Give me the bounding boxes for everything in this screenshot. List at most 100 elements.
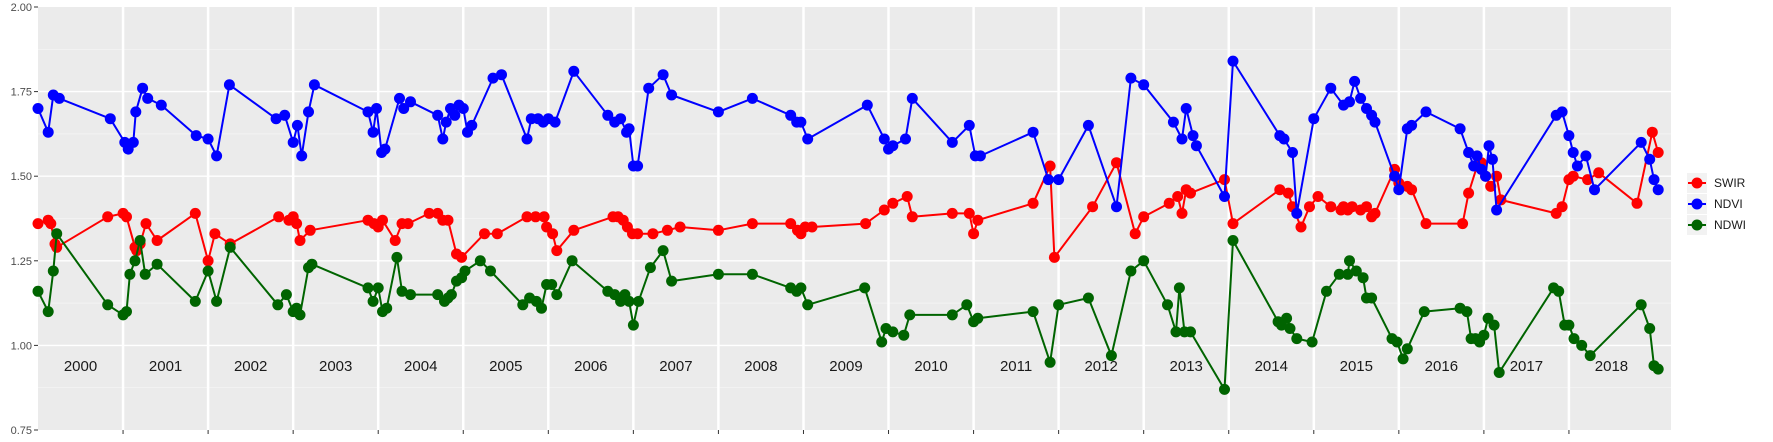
- data-point-ndvi: [1567, 147, 1579, 158]
- data-point-ndwi: [876, 336, 888, 348]
- year-label: 2003: [319, 358, 352, 375]
- data-point-ndvi: [270, 113, 282, 125]
- data-point-ndvi: [1571, 160, 1583, 172]
- data-point-ndwi: [1333, 268, 1345, 280]
- data-point-ndvi: [367, 126, 379, 138]
- data-point-ndwi: [551, 289, 563, 301]
- data-point-ndvi: [457, 103, 469, 114]
- data-point-swir: [402, 218, 414, 230]
- data-point-swir: [273, 211, 285, 223]
- data-point-swir: [1406, 184, 1418, 196]
- data-point-swir: [1219, 174, 1230, 186]
- data-point-swir: [547, 228, 559, 240]
- year-label: 2006: [574, 358, 607, 375]
- data-point-ndwi: [1635, 299, 1647, 311]
- data-point-ndwi: [1306, 336, 1318, 348]
- data-point-ndvi: [1227, 55, 1239, 67]
- data-point-ndwi: [272, 299, 284, 311]
- data-point-swir: [291, 218, 303, 230]
- data-point-swir: [377, 214, 388, 226]
- data-point-ndwi: [224, 241, 236, 253]
- data-point-ndvi: [623, 123, 635, 135]
- data-point-ndvi: [487, 72, 499, 84]
- data-point-swir: [1457, 218, 1469, 230]
- series-ndwi: [32, 228, 1664, 395]
- data-point-swir: [51, 241, 63, 253]
- data-point-swir: [102, 211, 114, 223]
- year-label: 2014: [1255, 358, 1288, 375]
- data-point-ndvi: [279, 109, 291, 121]
- year-label: 2001: [149, 358, 182, 375]
- y-tick-label: 0.75: [11, 425, 32, 437]
- data-point-swir: [860, 218, 872, 230]
- data-point-ndvi: [1308, 113, 1320, 125]
- data-point-swir: [1282, 187, 1294, 199]
- data-point-swir: [32, 218, 44, 230]
- data-point-swir: [479, 228, 490, 240]
- data-point-swir: [785, 218, 797, 230]
- data-point-ndwi: [372, 282, 384, 294]
- data-point-ndvi: [887, 140, 899, 152]
- data-point-ndvi: [394, 92, 405, 104]
- data-point-ndvi: [1486, 153, 1498, 165]
- data-point-ndvi: [437, 133, 449, 145]
- data-point-ndvi: [1644, 153, 1656, 165]
- data-point-swir: [1646, 126, 1658, 138]
- data-point-ndvi: [137, 82, 149, 94]
- data-point-ndwi: [445, 289, 457, 301]
- data-point-swir: [632, 228, 644, 240]
- data-point-ndwi: [134, 235, 146, 246]
- data-point-swir: [1325, 201, 1337, 213]
- data-point-ndvi: [1278, 133, 1290, 145]
- data-point-ndwi: [802, 299, 814, 311]
- y-tick-label: 1.25: [11, 256, 32, 268]
- data-point-swir: [1463, 187, 1475, 199]
- data-point-swir: [1295, 221, 1307, 233]
- data-point-swir: [151, 235, 163, 246]
- data-point-ndwi: [42, 306, 54, 318]
- data-point-ndvi: [449, 109, 461, 121]
- data-point-swir: [1346, 201, 1358, 213]
- data-point-swir: [712, 224, 724, 236]
- data-point-ndvi: [1344, 96, 1355, 108]
- data-point-ndwi: [1138, 255, 1150, 267]
- year-label: 2000: [64, 358, 97, 375]
- data-point-ndvi: [155, 99, 167, 111]
- data-point-ndwi: [474, 255, 486, 267]
- data-point-swir: [202, 255, 214, 267]
- data-point-ndvi: [974, 150, 986, 162]
- data-point-ndvi: [1042, 174, 1054, 186]
- data-point-swir: [1420, 218, 1432, 230]
- year-label: 2009: [829, 358, 862, 375]
- data-point-ndvi: [142, 92, 154, 104]
- data-point-ndwi: [795, 282, 807, 294]
- data-point-swir: [209, 228, 221, 240]
- data-point-ndwi: [1170, 326, 1182, 338]
- data-point-ndwi: [151, 258, 163, 270]
- data-point-ndvi: [878, 133, 890, 145]
- legend-item-swir: SWIR: [1687, 173, 1746, 193]
- data-point-ndwi: [1478, 329, 1490, 341]
- data-point-ndwi: [211, 295, 223, 307]
- data-point-ndvi: [666, 89, 678, 101]
- data-point-ndwi: [381, 302, 393, 314]
- data-point-ndvi: [405, 96, 416, 108]
- data-point-swir: [906, 211, 918, 223]
- data-point-swir: [1087, 201, 1099, 213]
- data-point-ndwi: [712, 268, 724, 280]
- data-point-ndvi: [861, 99, 873, 111]
- data-point-ndvi: [303, 106, 314, 118]
- data-point-swir: [1556, 201, 1568, 213]
- data-point-ndwi: [121, 306, 132, 318]
- data-point-ndwi: [306, 258, 318, 270]
- data-point-ndwi: [102, 299, 114, 311]
- data-point-swir: [491, 228, 503, 240]
- data-point-ndwi: [1321, 285, 1332, 297]
- data-point-ndwi: [1291, 333, 1303, 345]
- data-point-swir: [551, 245, 563, 257]
- data-point-ndwi: [627, 319, 639, 331]
- data-point-ndvi: [1635, 136, 1647, 148]
- data-point-swir: [189, 207, 201, 219]
- data-point-swir: [1652, 147, 1664, 158]
- legend-item-ndvi: NDVI: [1687, 194, 1743, 214]
